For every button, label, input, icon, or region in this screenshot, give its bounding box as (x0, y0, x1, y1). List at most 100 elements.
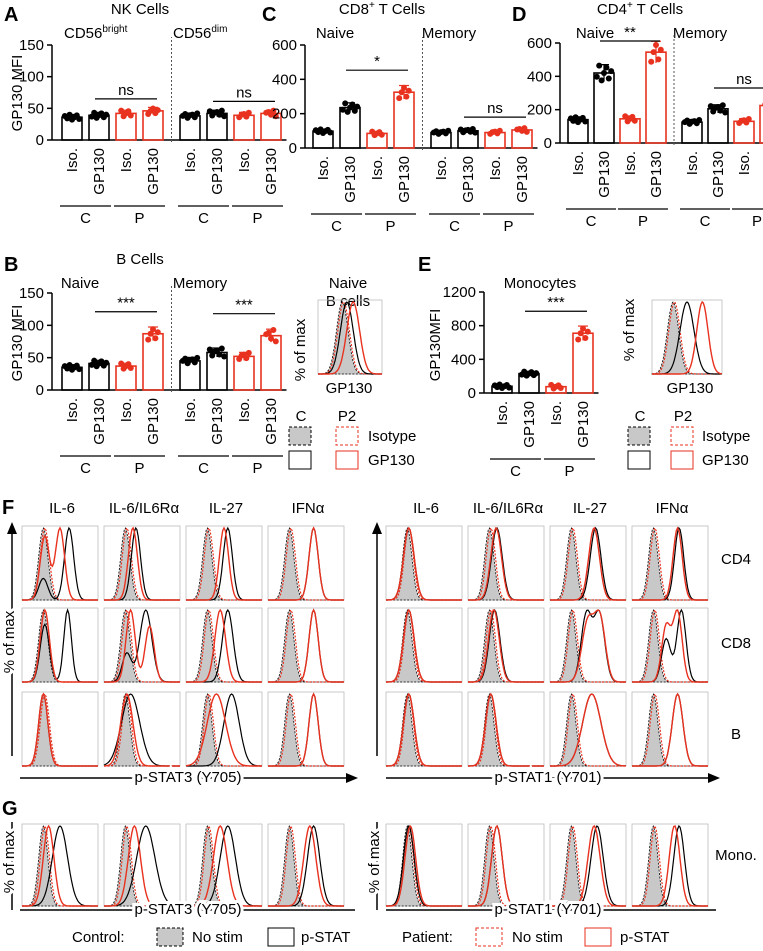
x-tick-label: GP130 (575, 401, 592, 448)
data-point (557, 385, 564, 392)
inset-legend-e-gp130: GP130 (702, 452, 749, 469)
y-tick-label: 50 (27, 100, 44, 117)
inset-legend-e-isotype: Isotype (702, 428, 750, 445)
data-point (445, 127, 452, 134)
inset-title-2: B cells (326, 293, 370, 310)
patient-nostim-histogram (186, 526, 262, 601)
control-nostim-histogram (468, 609, 544, 683)
x-tick-label: Iso. (433, 156, 450, 180)
significance-label: ns (736, 71, 752, 88)
x-tick-label: GP130 (209, 398, 226, 445)
patient-pstat-histogram (22, 824, 98, 907)
panel-e-title: Monocytes (504, 275, 577, 292)
histogram-frame (267, 525, 345, 601)
flow-histogram-grid (21, 525, 709, 907)
data-point (533, 370, 540, 377)
data-point (603, 64, 610, 71)
patient-pstat-histogram (186, 824, 262, 907)
histogram-frame (185, 691, 263, 767)
histogram-frame (21, 691, 99, 767)
histogram-frame (549, 691, 627, 767)
flow-f-ylabel: % of max (1, 610, 18, 673)
row-label-cd8: CD8 (721, 635, 751, 652)
group-label: C (198, 210, 209, 227)
control-nostim-histogram (22, 693, 98, 767)
control-nostim-histogram (22, 825, 98, 907)
data-point (608, 68, 615, 75)
panel-a-ylabel: GP130 MFI (9, 55, 26, 132)
group-label: C (198, 460, 209, 477)
data-point (103, 359, 110, 366)
x-tick-label: Iso. (684, 151, 701, 175)
panel-d-sub1: Naive (576, 25, 614, 42)
patient-nostim-histogram (186, 608, 262, 683)
data-point (76, 116, 83, 123)
x-tick-label: Iso. (182, 398, 199, 422)
histogram-frame (185, 607, 263, 683)
data-point (506, 384, 513, 391)
control-pstat-histogram (186, 693, 262, 767)
inset-legend-e: C P2 Isotype GP130 (627, 408, 750, 470)
control-nostim-histogram (550, 825, 626, 907)
patient-nostim-histogram (386, 692, 462, 767)
inset-e-xlabel: GP130 (667, 380, 714, 397)
flow-f-yaxis-arrowhead (7, 522, 17, 534)
significance-label: *** (117, 295, 135, 312)
histogram-frame (385, 525, 463, 601)
control-pstat-histogram (186, 608, 262, 683)
legend-control-pstat: p-STAT (301, 929, 350, 946)
patient-pstat-histogram (22, 692, 98, 767)
x-tick-label: GP130 (263, 398, 280, 445)
panel-a-sub1: CD56bright (64, 24, 128, 42)
x-tick-label: Iso. (570, 151, 587, 175)
control-nostim-histogram (386, 609, 462, 683)
x-tick-label: GP130 (514, 156, 531, 203)
panel-a-sub2: CD56dim (173, 24, 227, 42)
data-point (648, 58, 655, 65)
x-tick-label: Iso. (736, 151, 753, 175)
data-point (272, 338, 279, 345)
x-tick-label: GP130 (710, 151, 727, 198)
patient-nostim-histogram (550, 692, 626, 767)
control-pstat-histogram (550, 609, 626, 683)
data-point (194, 354, 201, 361)
control-nostim-histogram (468, 825, 544, 907)
x-tick-label: Iso. (315, 156, 332, 180)
patient-nostim-histogram (268, 608, 344, 683)
x-tick-label: Iso. (236, 148, 253, 172)
data-point (66, 361, 73, 368)
patient-pstat-histogram (268, 608, 344, 683)
x-tick-label: Iso. (369, 156, 386, 180)
histogram-frame (385, 691, 463, 767)
x-tick-label: Iso. (118, 148, 135, 172)
histogram-frame (631, 823, 709, 907)
bar (393, 91, 415, 149)
group-label: C (331, 218, 342, 235)
bar (142, 332, 164, 391)
x-tick-label: GP130 (209, 148, 226, 195)
y-tick-label: 150 (19, 37, 44, 54)
histogram-frame (21, 823, 99, 907)
flow-column-header: IFNα (656, 500, 689, 517)
patient-pstat-histogram (632, 526, 708, 601)
data-point (272, 113, 279, 120)
data-point (745, 116, 752, 123)
data-point (577, 330, 584, 337)
patient-pstat-histogram (550, 693, 626, 767)
patient-pstat-histogram (104, 608, 180, 683)
legend-swatch-control-gp130 (288, 450, 312, 470)
data-point (91, 109, 98, 116)
histogram-frame (185, 525, 263, 601)
data-point (152, 335, 159, 342)
control-nostim-histogram (468, 693, 544, 767)
panel-a-title: NK Cells (111, 1, 169, 18)
group-label: P (564, 463, 574, 480)
control-nostim-histogram (268, 693, 344, 767)
control-pstat-histogram (632, 824, 708, 907)
data-point (245, 349, 252, 356)
control-nostim-histogram (268, 609, 344, 683)
control-pstat-histogram (22, 692, 98, 767)
patient-nostim-histogram (104, 824, 180, 907)
patient-pstat-histogram (632, 825, 708, 907)
